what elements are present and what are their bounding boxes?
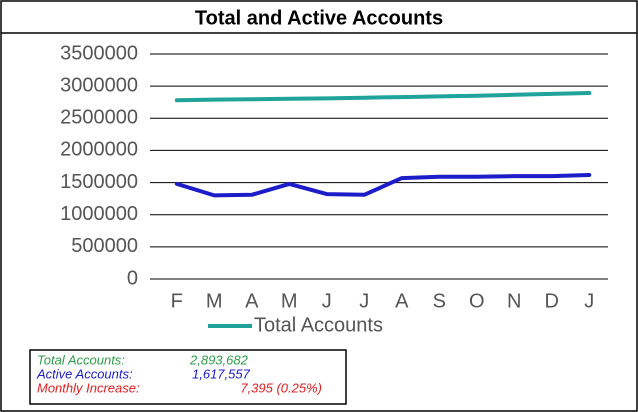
x-tick-label: N <box>507 290 521 312</box>
x-tick-label: J <box>322 290 332 312</box>
y-tick-label: 3000000 <box>60 74 138 96</box>
x-tick-label: J <box>359 290 369 312</box>
x-tick-label: M <box>281 290 298 312</box>
annotation-value: 1,617,557 <box>192 366 251 381</box>
x-tick-label: A <box>245 290 259 312</box>
y-tick-label: 2000000 <box>60 139 138 161</box>
series-line <box>174 173 592 198</box>
y-tick-label: 3500000 <box>60 42 138 64</box>
x-tick-label: A <box>395 290 409 312</box>
legend-label: Total Accounts <box>254 314 383 336</box>
annotation-value: 2,893,682 <box>189 352 249 367</box>
annotation-value: 7,395 (0.25%) <box>240 380 322 395</box>
chart-title: Total and Active Accounts <box>195 7 443 29</box>
y-tick-label: 0 <box>127 267 138 289</box>
x-tick-label: S <box>433 290 446 312</box>
x-tick-label: F <box>171 290 183 312</box>
annotation-label: Active Accounts: <box>36 366 133 381</box>
y-tick-label: 1500000 <box>60 171 138 193</box>
y-tick-label: 1000000 <box>60 203 138 225</box>
series-line <box>174 91 592 103</box>
annotation-label: Total Accounts: <box>37 352 125 367</box>
x-tick-label: O <box>469 290 485 312</box>
y-tick-label: 500000 <box>71 235 138 257</box>
annotation-label: Monthly Increase: <box>37 380 140 395</box>
x-tick-label: M <box>206 290 223 312</box>
x-tick-label: J <box>584 290 594 312</box>
x-tick-label: D <box>545 290 559 312</box>
annotation-box <box>29 349 347 405</box>
y-tick-label: 2500000 <box>60 107 138 129</box>
